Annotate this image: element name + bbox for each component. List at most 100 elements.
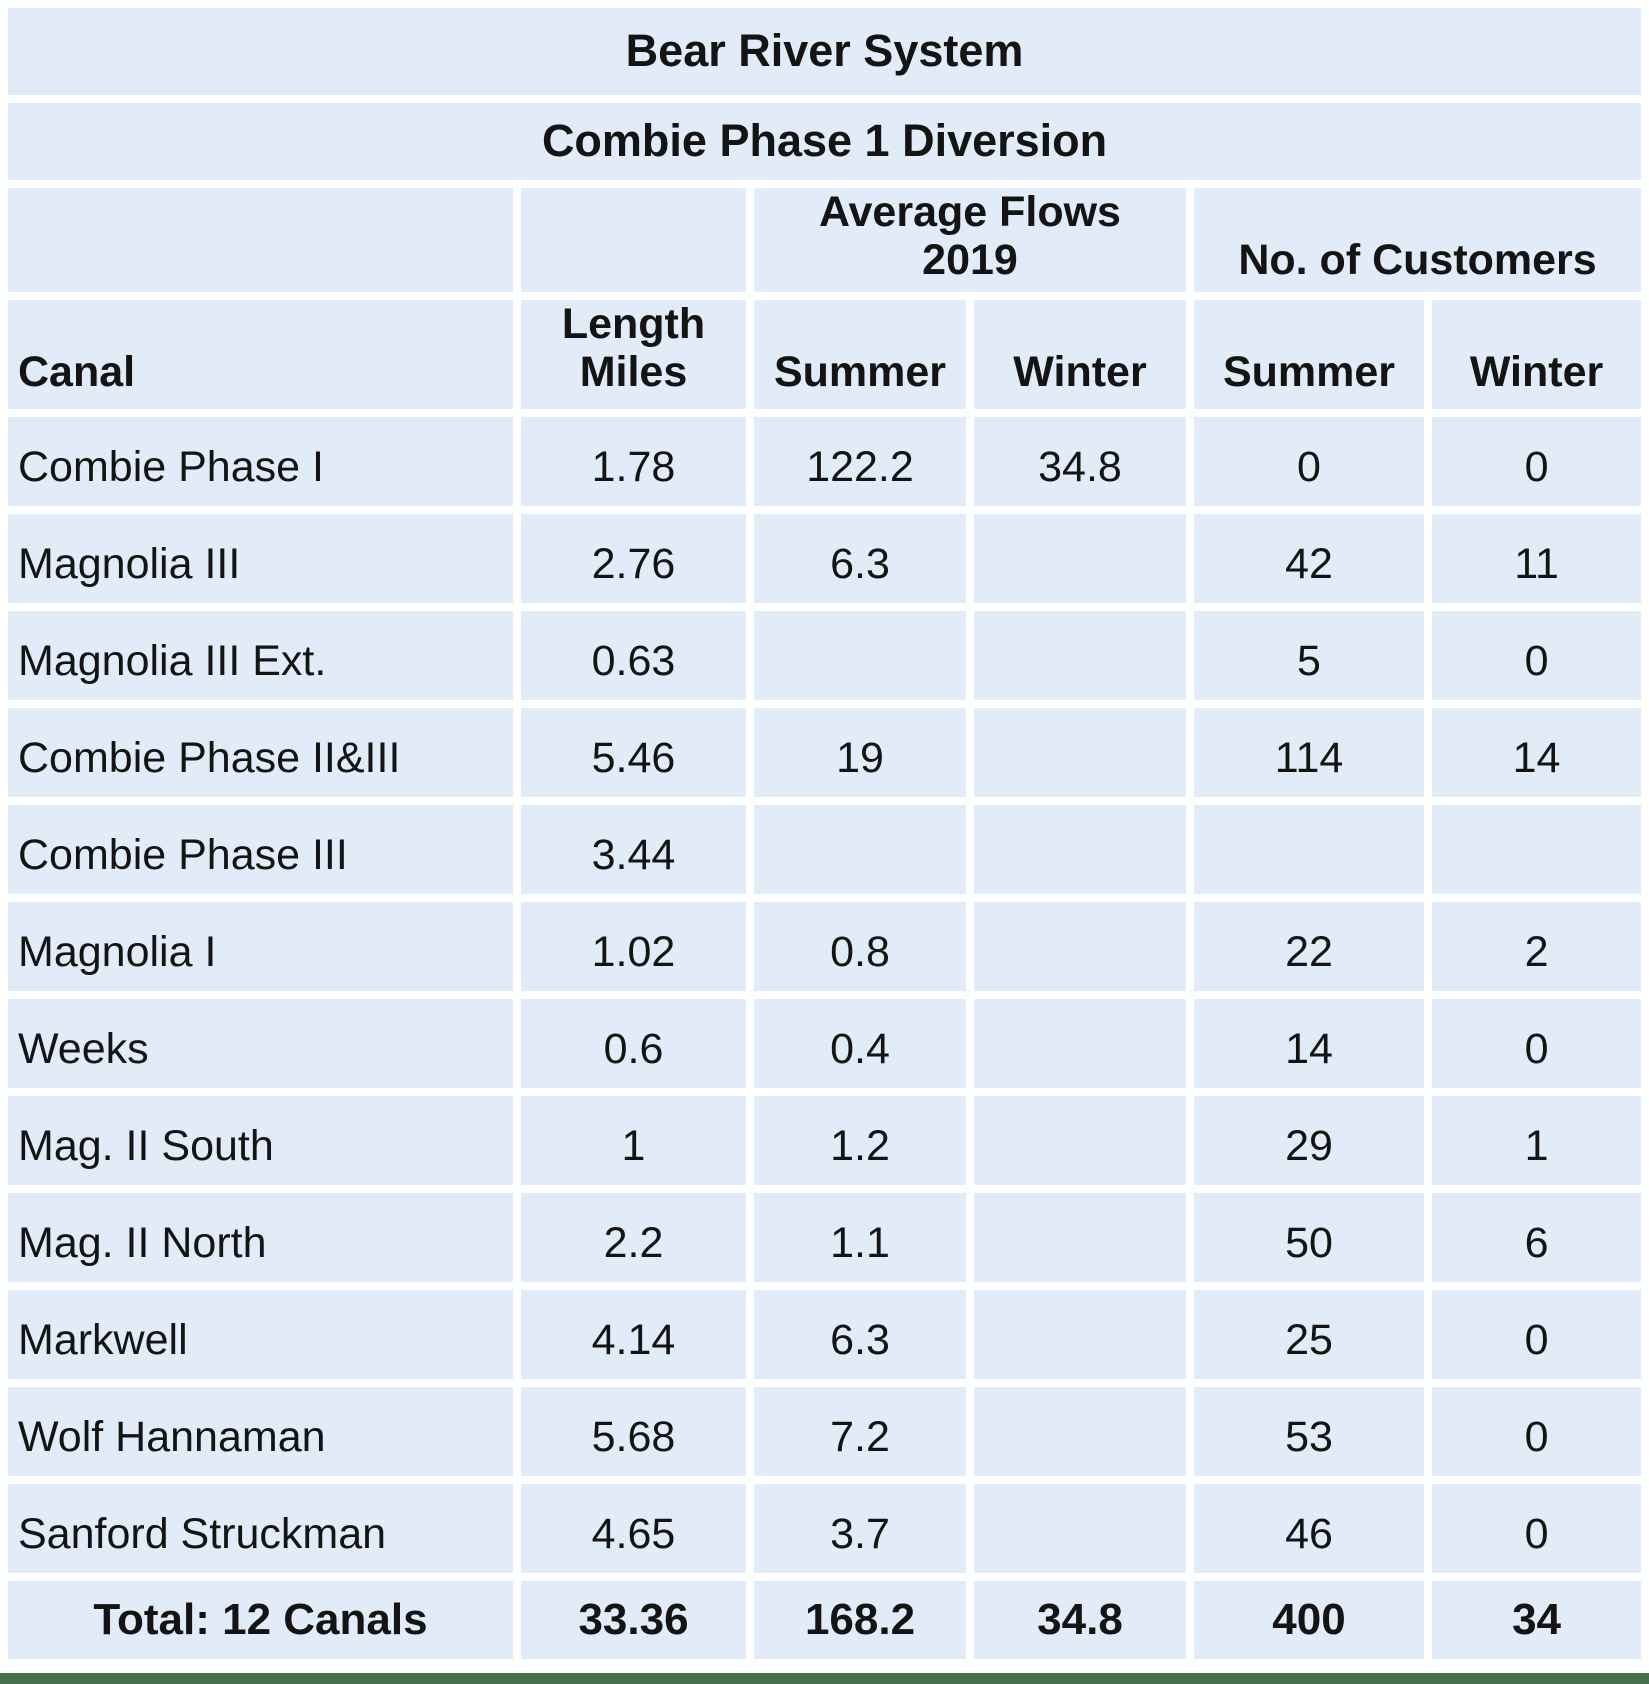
col-header-cust-summer: Summer <box>1194 300 1424 409</box>
cell-cust-winter: 0 <box>1432 1483 1642 1573</box>
page-subtitle: Combie Phase 1 Diversion <box>8 103 1642 180</box>
subtitle-row: Combie Phase 1 Diversion <box>8 103 1642 180</box>
table-row: Sanford Struckman 4.65 3.7 46 0 <box>8 1483 1642 1573</box>
group-header-row: Average Flows 2019 No. of Customers <box>8 188 1642 293</box>
cell-flow-summer <box>754 610 966 700</box>
cell-flow-winter <box>974 1289 1186 1379</box>
cell-flow-winter <box>974 1483 1186 1573</box>
cell-length-miles: 1.78 <box>521 416 746 506</box>
total-row: Total: 12 Canals 33.36 168.2 34.8 400 34 <box>8 1580 1642 1659</box>
cell-flow-winter <box>974 1386 1186 1476</box>
cell-cust-winter: 0 <box>1432 610 1642 700</box>
group-spacer-canal <box>8 188 513 293</box>
table-row: Magnolia I 1.02 0.8 22 2 <box>8 901 1642 991</box>
cell-canal: Magnolia I <box>8 901 513 991</box>
cell-flow-winter <box>974 901 1186 991</box>
table-row: Mag. II South 1 1.2 29 1 <box>8 1095 1642 1185</box>
cell-flow-summer: 6.3 <box>754 1289 966 1379</box>
cell-cust-summer: 29 <box>1194 1095 1424 1185</box>
cell-cust-winter: 0 <box>1432 1289 1642 1379</box>
cell-length-miles: 2.76 <box>521 513 746 603</box>
cell-flow-winter <box>974 513 1186 603</box>
cell-cust-summer: 53 <box>1194 1386 1424 1476</box>
table-row: Mag. II North 2.2 1.1 50 6 <box>8 1192 1642 1282</box>
cell-canal: Magnolia III Ext. <box>8 610 513 700</box>
group-spacer-length <box>521 188 746 293</box>
table-row: Weeks 0.6 0.4 14 0 <box>8 998 1642 1088</box>
cell-length-miles: 2.2 <box>521 1192 746 1282</box>
col-header-flow-winter: Winter <box>974 300 1186 409</box>
cell-flow-summer: 7.2 <box>754 1386 966 1476</box>
cell-cust-winter: 2 <box>1432 901 1642 991</box>
cell-cust-winter: 11 <box>1432 513 1642 603</box>
table-row: Markwell 4.14 6.3 25 0 <box>8 1289 1642 1379</box>
table-row: Combie Phase I 1.78 122.2 34.8 0 0 <box>8 416 1642 506</box>
cell-flow-winter <box>974 998 1186 1088</box>
cell-length-miles: 4.14 <box>521 1289 746 1379</box>
cell-canal: Mag. II South <box>8 1095 513 1185</box>
cell-flow-summer: 0.4 <box>754 998 966 1088</box>
cell-canal: Magnolia III <box>8 513 513 603</box>
cell-flow-summer: 1.2 <box>754 1095 966 1185</box>
group-header-customers: No. of Customers <box>1194 188 1642 293</box>
cell-length-miles: 5.68 <box>521 1386 746 1476</box>
group-header-average-flows: Average Flows 2019 <box>754 188 1186 293</box>
cell-flow-winter <box>974 1095 1186 1185</box>
cell-length-miles: 5.46 <box>521 707 746 797</box>
cell-cust-summer: 114 <box>1194 707 1424 797</box>
cell-cust-summer: 22 <box>1194 901 1424 991</box>
cell-length-miles: 3.44 <box>521 804 746 894</box>
cell-cust-winter: 0 <box>1432 1386 1642 1476</box>
cell-cust-summer: 14 <box>1194 998 1424 1088</box>
cell-flow-summer: 19 <box>754 707 966 797</box>
cell-flow-winter <box>974 707 1186 797</box>
title-row: Bear River System <box>8 8 1642 95</box>
cell-cust-summer <box>1194 804 1424 894</box>
total-flow-summer: 168.2 <box>754 1580 966 1659</box>
cell-cust-winter: 1 <box>1432 1095 1642 1185</box>
cell-cust-winter: 0 <box>1432 998 1642 1088</box>
cell-length-miles: 4.65 <box>521 1483 746 1573</box>
cell-flow-winter <box>974 610 1186 700</box>
footer-accent-bar <box>0 1672 1649 1684</box>
cell-cust-summer: 5 <box>1194 610 1424 700</box>
cell-canal: Weeks <box>8 998 513 1088</box>
cell-canal: Combie Phase I <box>8 416 513 506</box>
table-row: Magnolia III Ext. 0.63 5 0 <box>8 610 1642 700</box>
col-header-length-miles: Length Miles <box>521 300 746 409</box>
table-row: Combie Phase III 3.44 <box>8 804 1642 894</box>
cell-canal: Mag. II North <box>8 1192 513 1282</box>
total-cust-winter: 34 <box>1432 1580 1642 1659</box>
cell-flow-winter: 34.8 <box>974 416 1186 506</box>
total-length-miles: 33.36 <box>521 1580 746 1659</box>
cell-canal: Combie Phase II&III <box>8 707 513 797</box>
cell-canal: Combie Phase III <box>8 804 513 894</box>
cell-cust-summer: 42 <box>1194 513 1424 603</box>
cell-cust-summer: 46 <box>1194 1483 1424 1573</box>
cell-length-miles: 0.63 <box>521 610 746 700</box>
total-cust-summer: 400 <box>1194 1580 1424 1659</box>
cell-length-miles: 1 <box>521 1095 746 1185</box>
cell-canal: Wolf Hannaman <box>8 1386 513 1476</box>
cell-cust-winter: 6 <box>1432 1192 1642 1282</box>
cell-flow-summer: 1.1 <box>754 1192 966 1282</box>
col-header-canal: Canal <box>8 300 513 409</box>
cell-cust-winter: 14 <box>1432 707 1642 797</box>
cell-cust-winter: 0 <box>1432 416 1642 506</box>
cell-length-miles: 0.6 <box>521 998 746 1088</box>
table-row: Wolf Hannaman 5.68 7.2 53 0 <box>8 1386 1642 1476</box>
cell-cust-summer: 50 <box>1194 1192 1424 1282</box>
cell-length-miles: 1.02 <box>521 901 746 991</box>
table-row: Combie Phase II&III 5.46 19 114 14 <box>8 707 1642 797</box>
cell-flow-winter <box>974 804 1186 894</box>
total-label: Total: 12 Canals <box>8 1580 513 1659</box>
cell-flow-summer: 6.3 <box>754 513 966 603</box>
cell-flow-summer: 122.2 <box>754 416 966 506</box>
cell-cust-summer: 0 <box>1194 416 1424 506</box>
col-header-cust-winter: Winter <box>1432 300 1642 409</box>
table-row: Magnolia III 2.76 6.3 42 11 <box>8 513 1642 603</box>
page-title: Bear River System <box>8 8 1642 95</box>
cell-flow-summer <box>754 804 966 894</box>
